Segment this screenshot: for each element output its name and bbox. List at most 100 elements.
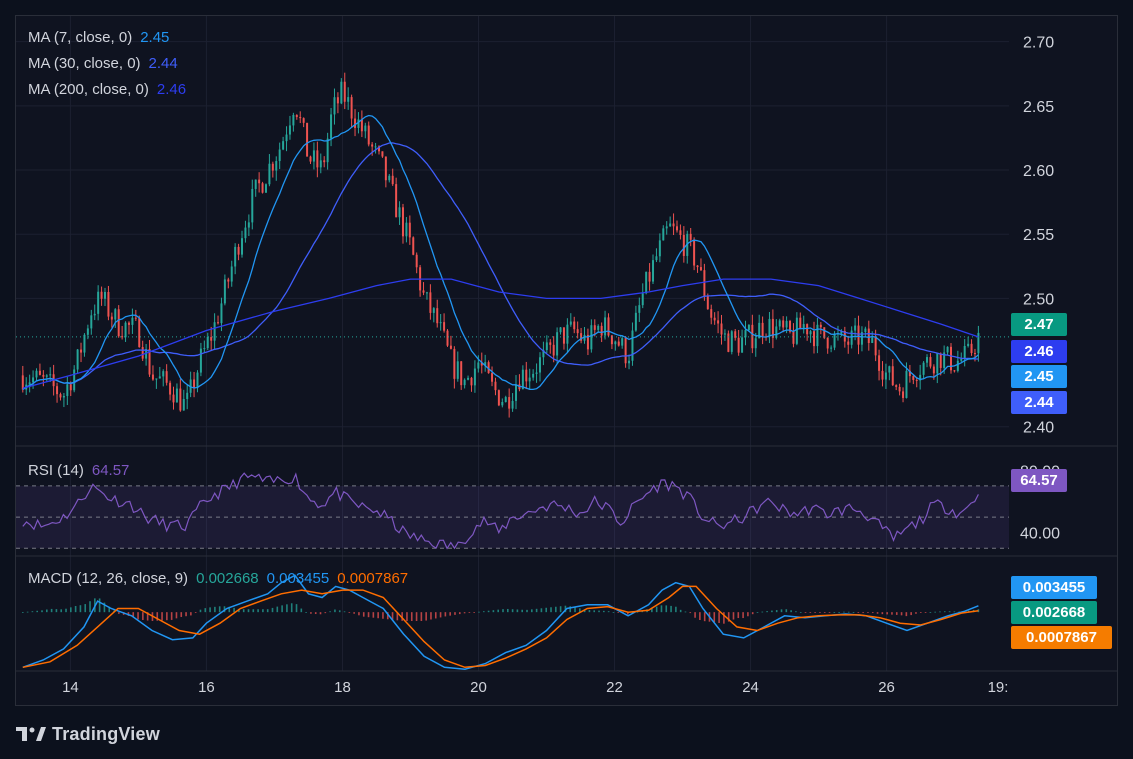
macd-histogram-bar: [108, 606, 111, 613]
candle-body: [42, 374, 45, 377]
candle-body: [840, 331, 843, 334]
candle-body: [292, 114, 295, 126]
macd-histogram-bar: [603, 610, 605, 613]
macd-histogram-bar: [218, 606, 221, 613]
macd-histogram-bar: [415, 612, 418, 621]
candle-body: [354, 118, 357, 128]
macd-histogram-bar: [943, 611, 946, 613]
candle-body: [343, 81, 346, 102]
macd-histogram-bar: [348, 612, 351, 613]
macd-histogram-bar: [401, 612, 403, 621]
candle-body: [258, 179, 261, 184]
candle-body: [203, 348, 206, 350]
macd-histogram-bar: [535, 608, 538, 613]
candle-body: [641, 293, 644, 306]
macd-histogram-bar: [386, 612, 389, 620]
macd-histogram-bar: [319, 612, 322, 615]
candle-body: [878, 355, 881, 371]
x-tick-label: 14: [62, 679, 79, 696]
legend-ma7[interactable]: MA (7, close, 0) 2.45: [28, 29, 169, 46]
candle-body: [902, 391, 905, 398]
macd-histogram-bar: [468, 612, 471, 613]
macd-histogram-bar: [233, 607, 235, 613]
chart-frame[interactable]: 14 16 18 20 22 24 26 19: 2.70 2.65 2.60 2.55 2.50 2.4…: [15, 15, 1118, 706]
macd-histogram-bar: [718, 612, 720, 624]
candle-body: [953, 370, 956, 372]
macd-histogram-bar: [555, 606, 557, 613]
macd-histogram-bar: [929, 611, 932, 613]
legend-macd-signal: 0.0007867: [337, 570, 409, 587]
candle-body: [768, 318, 771, 337]
candle-body: [302, 118, 305, 123]
candle-body: [463, 379, 466, 386]
candle-body: [73, 369, 76, 391]
macd-histogram-bar: [223, 606, 226, 613]
macd-histogram-bar: [723, 612, 725, 624]
macd-histogram-bar: [439, 612, 442, 618]
candle-body: [508, 397, 511, 409]
macd-histogram-bar: [852, 612, 855, 613]
macd-histogram-bar: [190, 612, 192, 616]
candle-body: [963, 346, 966, 359]
candle-body: [593, 325, 596, 330]
chart-canvas[interactable]: 14 16 18 20 22 24 26 19: 2.70 2.65 2.60 2.55 2.50 2.4…: [16, 16, 1117, 705]
macd-histogram-bar: [132, 612, 135, 618]
legend-ma30[interactable]: MA (30, close, 0) 2.44: [28, 55, 178, 72]
candle-body: [401, 207, 404, 237]
candle-body: [83, 334, 86, 353]
legend-rsi[interactable]: RSI (14) 64.57: [28, 462, 129, 479]
rsi-pane: [16, 472, 1009, 550]
ma200-price-tag: 2.46: [1011, 340, 1067, 363]
candle-body: [960, 358, 963, 361]
macd-histogram-bar: [785, 609, 788, 613]
candle-body: [699, 267, 702, 271]
macd-histogram-bar: [473, 612, 475, 613]
candle-body: [360, 119, 363, 132]
macd-histogram-bar: [444, 612, 447, 617]
tradingview-brand[interactable]: TradingView: [16, 722, 160, 746]
candle-body: [367, 125, 370, 145]
legend-macd[interactable]: MACD (12, 26, close, 9) 0.002668 0.003455 0…: [28, 570, 408, 587]
candle-body: [949, 346, 952, 371]
macd-histogram-bar: [617, 612, 620, 613]
candle-body: [614, 341, 617, 345]
candle-body: [573, 321, 576, 330]
macd-histogram-bar: [478, 611, 480, 613]
macd-histogram-bar: [747, 612, 749, 617]
macd-histogram-bar: [502, 609, 504, 613]
candle-body: [436, 308, 439, 324]
macd-histogram-bar: [819, 612, 821, 613]
candle-body: [408, 222, 411, 238]
candle-body: [38, 370, 41, 375]
macd-histogram-bar: [651, 607, 653, 613]
ma30-price-tag: 2.44: [1011, 391, 1067, 414]
candle-body: [282, 141, 285, 150]
candle-body: [439, 322, 442, 324]
macd-histogram-bar: [300, 608, 303, 613]
candle-body: [888, 366, 891, 373]
macd-histogram-bar: [497, 609, 499, 613]
candle-body: [562, 327, 565, 344]
legend-ma200[interactable]: MA (200, close, 0) 2.46: [28, 81, 186, 98]
candle-body: [443, 322, 446, 331]
candle-body: [340, 81, 343, 104]
macd-histogram-bar: [790, 610, 792, 613]
candle-body: [638, 305, 641, 313]
y-tick-label: 2.65: [1023, 99, 1054, 116]
macd-histogram-bar: [84, 604, 87, 613]
macd-histogram-bar: [507, 608, 509, 613]
candle-body: [682, 234, 685, 256]
candle-body: [288, 125, 291, 135]
candle-body: [847, 341, 850, 345]
macd-histogram-bar: [948, 611, 951, 613]
macd-histogram-bar: [843, 611, 845, 613]
macd-histogram-bar: [238, 608, 240, 613]
candle-body: [973, 353, 976, 355]
candle-body: [569, 321, 572, 325]
candle-body: [295, 114, 298, 118]
candle-body: [559, 327, 562, 333]
y-tick-label: 2.60: [1023, 163, 1054, 180]
x-tick-label: 16: [198, 679, 215, 696]
candle-body: [895, 385, 898, 387]
macd-histogram-bar: [939, 611, 941, 613]
